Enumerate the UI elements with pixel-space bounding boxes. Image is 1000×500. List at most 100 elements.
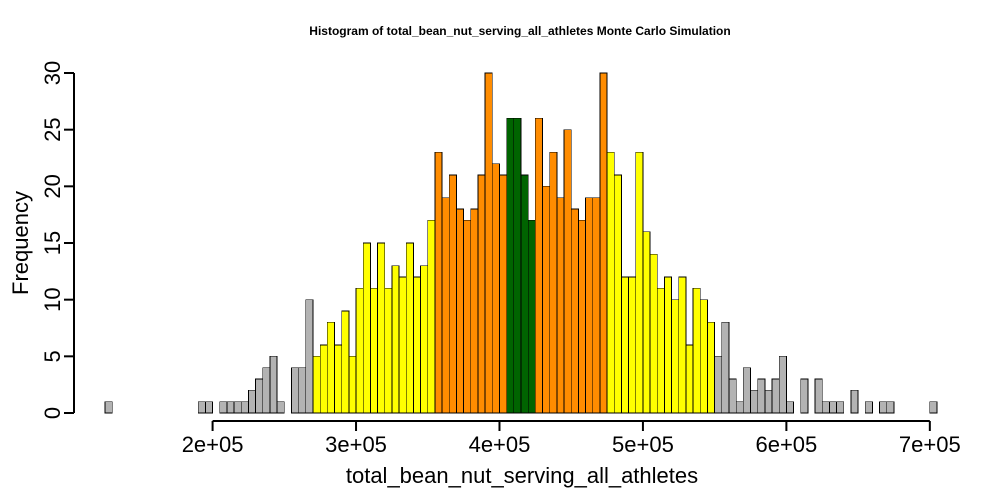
histogram-bar (470, 208, 479, 414)
y-axis-tick-label: 10 (40, 287, 65, 311)
histogram-bar (642, 231, 651, 414)
histogram-bar (886, 401, 895, 414)
histogram-bar (348, 355, 357, 414)
histogram-bar (664, 276, 673, 414)
histogram-bar (262, 367, 271, 414)
histogram-bar (312, 355, 321, 414)
y-axis-tick-label: 25 (40, 117, 65, 141)
histogram-bar (613, 174, 622, 414)
histogram-bar (491, 163, 500, 414)
histogram-bar (305, 299, 314, 414)
y-axis-tick-label: 30 (40, 61, 65, 85)
histogram-bar (570, 208, 579, 414)
histogram-bar (434, 151, 443, 414)
histogram-bar (291, 367, 300, 414)
histogram-bar (850, 389, 859, 414)
histogram-bar (276, 401, 285, 414)
histogram-bar (685, 344, 694, 414)
histogram-bar (556, 197, 565, 414)
histogram-bar (506, 117, 515, 414)
x-axis: 2e+05 3e+05 4e+05 5e+05 6e+05 7e+05 (182, 420, 961, 457)
x-axis-tick-label: 4e+05 (469, 432, 531, 457)
histogram-bar (671, 299, 680, 414)
histogram-bar (800, 378, 809, 414)
histogram-bar (326, 321, 335, 414)
histogram-bar (635, 151, 644, 414)
histogram-bar (391, 265, 400, 414)
histogram-bar (513, 117, 522, 414)
histogram-bar (205, 401, 213, 414)
x-axis-tick-label: 6e+05 (755, 432, 817, 457)
histogram-bar (678, 276, 687, 414)
histogram-bar (714, 355, 723, 414)
histogram-bar (563, 129, 572, 414)
histogram-bar (742, 367, 751, 414)
x-axis-title: total_bean_nut_serving_all_athletes (346, 463, 698, 488)
histogram-bar (233, 401, 242, 414)
histogram-bar (879, 401, 888, 414)
histogram-bar (628, 276, 637, 414)
histogram-bar (477, 174, 486, 414)
histogram-bar (621, 276, 629, 414)
histogram-bar (499, 174, 508, 414)
y-axis-tick-label: 15 (40, 231, 65, 255)
histogram-bar (448, 174, 457, 414)
histogram-bar (836, 401, 845, 414)
chart-title: Histogram of total_bean_nut_serving_all_… (309, 24, 730, 38)
histogram-bar (427, 219, 436, 414)
histogram-bar (298, 367, 307, 414)
histogram-bar (362, 242, 371, 414)
histogram-bar (104, 401, 113, 414)
histogram-bar (542, 185, 551, 414)
histogram-bar (384, 287, 393, 414)
histogram-bar (699, 299, 708, 414)
histogram-bar (534, 117, 543, 414)
y-axis-tick-label: 5 (40, 350, 65, 362)
histogram-bar (750, 389, 759, 414)
histogram-bar (377, 242, 386, 414)
x-axis-tick-label: 7e+05 (899, 432, 961, 457)
histogram-bar (821, 401, 830, 414)
histogram-bar (549, 151, 558, 414)
histogram-bar (520, 174, 529, 414)
histogram-bar (240, 401, 249, 414)
histogram-bar (771, 378, 780, 414)
histogram-bar (463, 219, 472, 414)
histogram-bar (248, 389, 257, 414)
histogram-bar (369, 287, 378, 414)
histogram-bar (656, 287, 665, 414)
histogram-bar (398, 276, 407, 414)
histogram-bar (355, 287, 364, 414)
histogram-bar (456, 208, 465, 414)
x-axis-ticks: 2e+05 3e+05 4e+05 5e+05 6e+05 7e+05 (182, 421, 961, 457)
histogram-bar (721, 321, 730, 414)
x-axis-tick-label: 2e+05 (182, 432, 244, 457)
histogram-bar (929, 401, 938, 414)
y-axis-tick-label: 20 (40, 174, 65, 198)
histogram-bar (413, 276, 421, 414)
y-axis: 0 5 10 15 20 25 30 (40, 61, 75, 419)
histogram-bar (764, 389, 773, 414)
y-axis-ticks: 0 5 10 15 20 25 30 (40, 61, 74, 419)
histogram-bar (649, 253, 658, 414)
y-axis-tick-label: 0 (40, 407, 65, 419)
histogram-bar (728, 378, 737, 414)
histogram-bar (735, 401, 744, 414)
histogram-bar (814, 378, 823, 414)
histogram-bar (269, 355, 278, 414)
y-axis-title: Frequency (8, 191, 33, 295)
histogram-bar (707, 321, 716, 414)
histogram-bar (527, 219, 536, 414)
histogram-bar (197, 401, 206, 414)
x-axis-tick-label: 3e+05 (325, 432, 387, 457)
histogram-bar (405, 242, 414, 414)
histogram-bar (341, 310, 350, 414)
x-axis-tick-label: 5e+05 (612, 432, 674, 457)
histogram-bar (484, 72, 493, 414)
histogram-bar (592, 197, 601, 414)
histogram-bar (334, 344, 343, 414)
histogram-bar (606, 151, 615, 414)
histogram-bar (785, 401, 794, 414)
histogram-bar (599, 72, 608, 414)
